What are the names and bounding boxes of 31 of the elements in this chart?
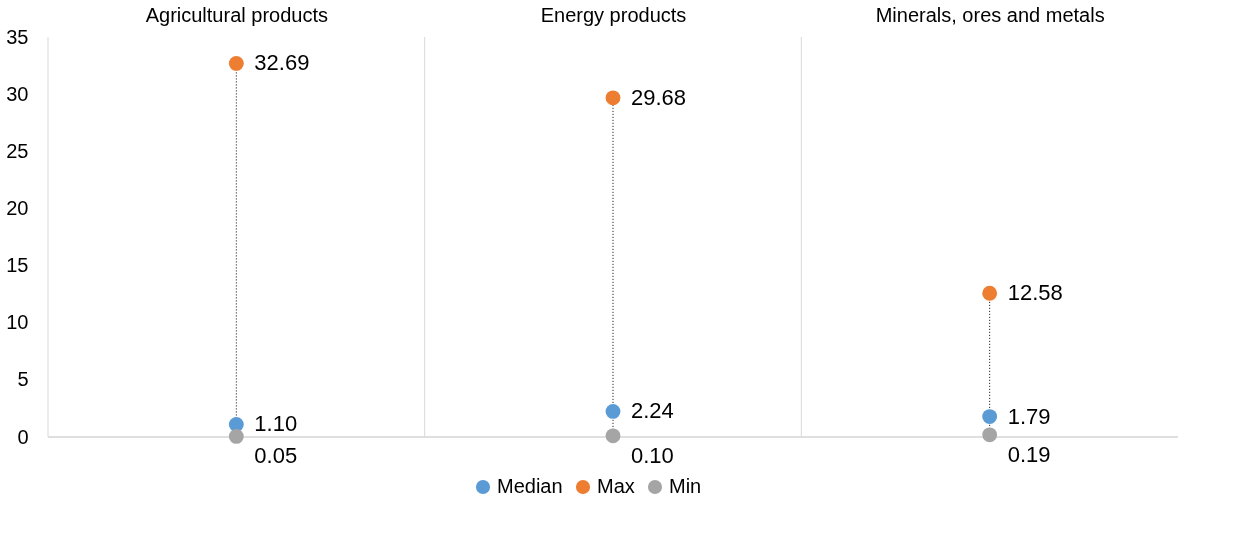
- data-label: 29.68: [631, 84, 687, 110]
- data-label: 0.05: [254, 443, 298, 469]
- point: [982, 285, 998, 301]
- y-tick-label: 25: [6, 139, 29, 162]
- legend-label: Median: [497, 475, 563, 497]
- y-tick-label: 30: [6, 82, 29, 105]
- data-label: 1.79: [1007, 403, 1051, 429]
- point: [605, 90, 621, 106]
- point: [228, 429, 244, 444]
- y-tick-label: 0: [17, 425, 29, 448]
- data-label: 0.10: [631, 442, 674, 468]
- data-label: 0.19: [1007, 441, 1051, 467]
- legend-label: Min: [669, 475, 702, 497]
- point: [605, 428, 621, 444]
- y-tick-label: 5: [17, 368, 29, 391]
- point: [605, 404, 621, 419]
- y-tick-label: 10: [6, 311, 29, 334]
- data-label: 12.58: [1007, 280, 1063, 306]
- x-tick-label: Energy products: [540, 3, 687, 26]
- x-tick-label: Agricultural products: [145, 3, 328, 26]
- point: [982, 427, 998, 443]
- y-tick-label: 35: [6, 25, 29, 48]
- point: [982, 409, 998, 424]
- data-label: 2.24: [631, 398, 674, 424]
- legend-label: Max: [597, 475, 635, 497]
- x-tick-label: Minerals, ores and metals: [875, 3, 1105, 26]
- point: [228, 56, 244, 71]
- data-label: 32.69: [254, 50, 310, 76]
- y-tick-label: 15: [6, 254, 29, 277]
- data-label: 1.10: [254, 411, 298, 437]
- y-tick-label: 20: [6, 196, 29, 219]
